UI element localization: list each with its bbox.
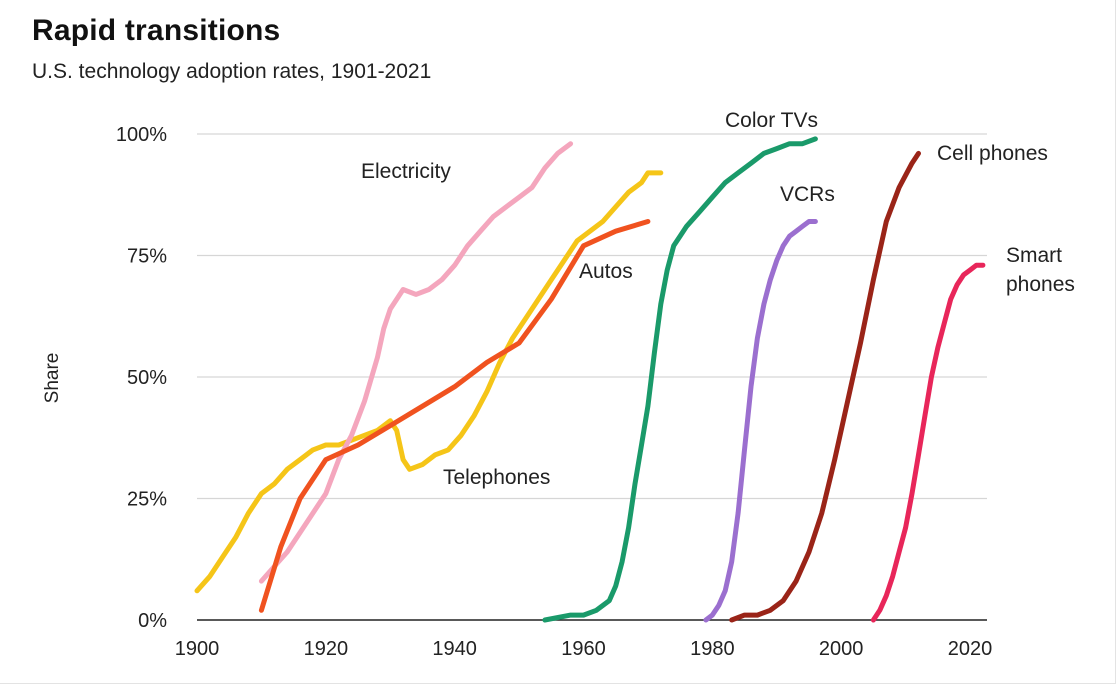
- series-lines: [194, 136, 986, 623]
- series-line-color-tvs: [542, 136, 818, 623]
- y-tick-50: 50%: [127, 367, 167, 389]
- label-electricity: Electricity: [361, 160, 451, 183]
- label-cell-phones: Cell phones: [937, 142, 1048, 165]
- x-tick-labels: 1900 1920 1940 1960 1980 2000 2020: [175, 638, 993, 660]
- label-smart-phones-line2: phones: [1006, 273, 1075, 296]
- label-autos: Autos: [579, 260, 633, 283]
- x-tick-2000: 2000: [819, 638, 864, 660]
- x-tick-1960: 1960: [561, 638, 606, 660]
- gridlines: [197, 133, 987, 621]
- x-tick-2020: 2020: [948, 638, 993, 660]
- x-tick-1980: 1980: [690, 638, 735, 660]
- y-axis-label: Share: [42, 353, 63, 404]
- series-line-telephones: [194, 170, 664, 594]
- series-line-autos: [258, 219, 651, 613]
- chart-title: Rapid transitions: [32, 14, 281, 47]
- y-tick-100: 100%: [116, 124, 167, 146]
- x-tick-1940: 1940: [432, 638, 477, 660]
- label-smart-phones-line1: Smart: [1006, 244, 1062, 267]
- series-line-electricity: [258, 141, 574, 584]
- y-tick-labels: 0% 25% 50% 75% 100%: [116, 124, 167, 632]
- label-telephones: Telephones: [443, 466, 550, 489]
- y-tick-25: 25%: [127, 489, 167, 511]
- label-vcrs: VCRs: [780, 183, 835, 206]
- y-tick-0: 0%: [138, 610, 167, 632]
- y-tick-75: 75%: [127, 246, 167, 268]
- label-color-tvs: Color TVs: [725, 109, 818, 132]
- series-line-smart-phones: [870, 262, 986, 623]
- x-tick-1920: 1920: [304, 638, 349, 660]
- series-line-cell-phones: [729, 150, 921, 623]
- series-line-vcrs: [703, 219, 818, 623]
- chart-subtitle: U.S. technology adoption rates, 1901-202…: [32, 60, 432, 83]
- x-tick-1900: 1900: [175, 638, 220, 660]
- label-smart-phones: Smart phones: [1006, 244, 1075, 296]
